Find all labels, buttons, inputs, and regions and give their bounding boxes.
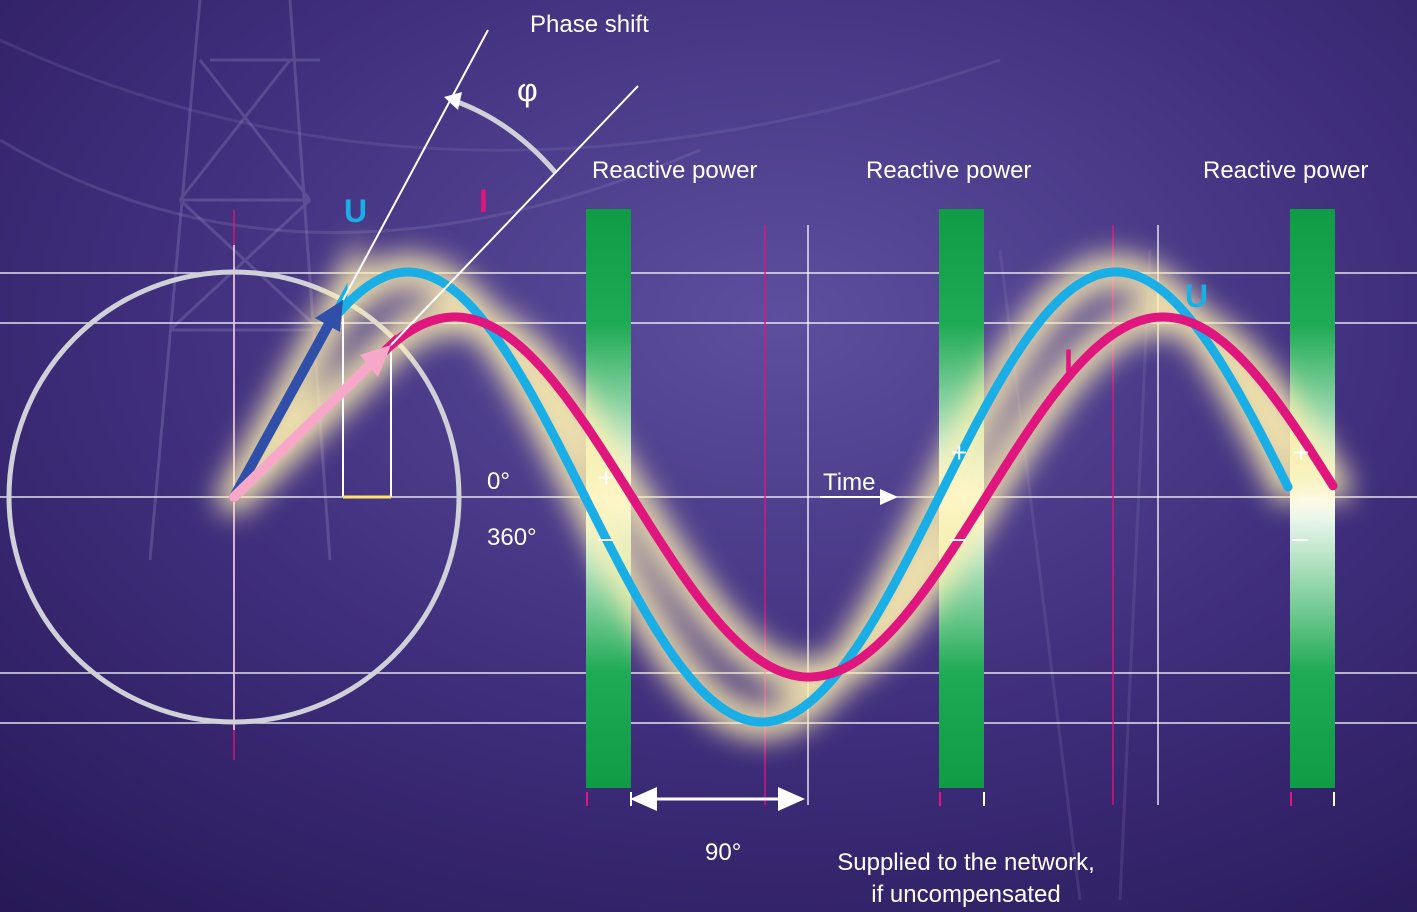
zero-degree-label: 0° [487, 468, 510, 495]
phase-shift-lines [342, 29, 639, 346]
current-waveform [229, 312, 1338, 682]
supplied-label-line2: if uncompensated [871, 881, 1060, 908]
phase-angle-arc [451, 97, 557, 174]
minus-sign-1: – [598, 522, 614, 553]
time-label: Time [823, 469, 875, 496]
current-vector [229, 345, 391, 502]
current-label-left: I [479, 183, 488, 219]
current-label-right: I [1064, 343, 1073, 379]
three-sixty-degree-label: 360° [487, 524, 537, 551]
voltage-vector [229, 300, 343, 502]
plus-sign-3: + [1293, 437, 1309, 468]
bottom-tick-marks [586, 792, 1335, 806]
supplied-label-line1: Supplied to the network, [837, 849, 1095, 876]
reactive-power-label-2: Reactive power [866, 157, 1031, 184]
phi-label: φ [517, 72, 538, 108]
reactive-power-label-3: Reactive power [1203, 157, 1368, 184]
projection-lines [342, 300, 392, 499]
plus-sign-1: + [598, 462, 614, 493]
ninety-degree-label: 90° [705, 839, 741, 866]
voltage-waveform [229, 267, 1293, 727]
reactive-power-label-1: Reactive power [592, 157, 757, 184]
phasor-circle [6, 269, 462, 725]
minus-sign-3: – [1292, 522, 1308, 553]
voltage-label-right: U [1185, 278, 1208, 314]
phase-angle-arrowhead [444, 92, 462, 110]
plus-sign-2: + [951, 437, 967, 468]
minus-sign-2: – [950, 522, 966, 553]
phase-shift-label: Phase shift [530, 11, 649, 38]
voltage-label-left: U [344, 193, 367, 229]
